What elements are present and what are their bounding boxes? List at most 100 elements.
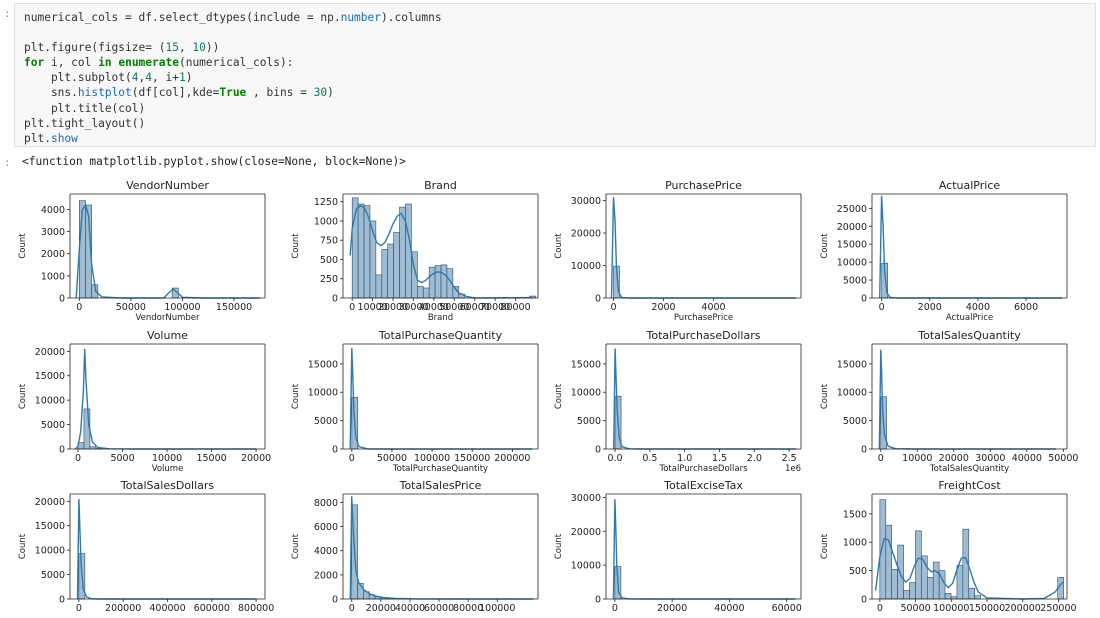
code-token: 4 — [131, 71, 139, 85]
y-axis-label: Count — [18, 233, 28, 259]
x-tick-label: 400000 — [149, 603, 185, 614]
histogram-bar — [422, 287, 430, 299]
x-tick-label: 30000 — [398, 302, 428, 313]
y-axis-label: Count — [554, 533, 564, 559]
y-axis-label: Count — [554, 233, 564, 259]
y-tick-label: 20000 — [571, 229, 601, 240]
code-token: ).columns — [381, 11, 442, 24]
histogram-bar — [357, 203, 365, 299]
histogram-subplot: 0 50000 100000 150000 200000 0 5000 10000 15000 T… — [291, 329, 539, 474]
kde-line — [612, 499, 796, 600]
y-tick-label: 0 — [861, 294, 867, 305]
histogram-subplot: 0 20000 40000 60000 0 10000 20000 30000 TotalExc… — [554, 479, 802, 614]
code-token: i, col — [44, 56, 99, 70]
subplot-title: Brand — [424, 179, 457, 192]
subplot-title: TotalPurchaseDollars — [646, 329, 761, 342]
x-tick-label: 2.0 — [747, 453, 762, 464]
x-tick-label: 4000 — [966, 302, 990, 313]
code-token: plt.figure(figsize= ( — [24, 41, 166, 55]
y-axis-label: Count — [820, 383, 830, 409]
y-tick-label: 5000 — [843, 276, 867, 287]
x-tick-label: 200000 — [1005, 603, 1041, 614]
x-tick-label: 40000 — [714, 603, 744, 614]
kde-line — [349, 204, 532, 299]
y-tick-label: 20000 — [35, 497, 65, 508]
y-tick-label: 15000 — [837, 240, 867, 251]
code-token: enumerate — [118, 56, 179, 70]
x-tick-label: 0 — [878, 453, 884, 464]
y-tick-label: 1250 — [314, 197, 338, 208]
code-line: numerical_cols = df.select_dtypes(includ… — [24, 10, 442, 25]
y-tick-label: 3000 — [41, 227, 65, 238]
x-axis-label: ActualPrice — [946, 313, 993, 323]
x-tick-label: 100000 — [414, 453, 450, 464]
histogram-bar — [897, 544, 904, 600]
x-tick-label: 40000 — [1012, 453, 1042, 464]
histogram-bar — [381, 249, 389, 299]
x-axis-label: VendorNumber — [135, 313, 200, 323]
histogram-subplot: 0 2000 4000 6000 0 5000 10000 15000 20000 25000 Ac… — [820, 179, 1068, 323]
cell-output-text: <function matplotlib.pyplot.show(close=N… — [22, 155, 406, 168]
code-token: , i+ — [152, 71, 179, 85]
y-tick-label: 15000 — [308, 359, 338, 370]
code-line: sns.histplot(df[col],kde=True , bins = 3… — [24, 85, 442, 100]
y-tick-label: 500 — [320, 255, 338, 266]
histogram-bar — [932, 561, 940, 600]
x-tick-label: 5000 — [110, 453, 134, 464]
x-tick-label: 1.5 — [712, 453, 727, 464]
code-token: sns. — [24, 86, 78, 100]
histogram-subplot: 0 50000 100000 150000 0 1000 2000 3000 4000 Vendo… — [18, 179, 266, 323]
code-token: (df[col],kde= — [131, 86, 220, 100]
y-tick-label: 5000 — [577, 416, 601, 427]
code-editor[interactable]: numerical_cols = df.select_dtypes(includ… — [24, 10, 442, 146]
x-tick-label: 20000 — [939, 453, 969, 464]
y-tick-label: 0 — [861, 595, 867, 606]
subplot-title: TotalSalesPrice — [399, 479, 482, 492]
code-token: 30 — [313, 86, 328, 100]
code-token: (numerical_cols): — [178, 56, 294, 70]
code-cell[interactable]: numerical_cols = df.select_dtypes(includ… — [14, 3, 1096, 147]
x-tick-label: 0.5 — [642, 453, 657, 464]
code-token: 4 — [145, 71, 153, 85]
y-axis-label: Count — [291, 233, 301, 259]
y-tick-label: 10000 — [571, 561, 601, 572]
x-tick-label: 0 — [610, 302, 616, 313]
y-tick-label: 2000 — [41, 249, 65, 260]
x-tick-label: 50000 — [1048, 453, 1078, 464]
x-tick-label: 0 — [75, 453, 81, 464]
y-tick-label: 0 — [332, 595, 338, 606]
y-tick-label: 20000 — [571, 527, 601, 538]
histogram-bar — [891, 569, 898, 600]
y-tick-label: 10000 — [308, 388, 338, 399]
histogram-bar — [956, 565, 964, 600]
histogram-subplot: 0 50000 100000 150000 200000 250000 0 500 1000 15… — [820, 479, 1077, 614]
x-tick-label: 0.0 — [607, 453, 622, 464]
y-axis-label: Count — [820, 233, 830, 259]
subplot-title: TotalExciseTax — [663, 479, 743, 492]
x-tick-label: 100000 — [164, 302, 200, 313]
y-axis-label: Count — [18, 383, 28, 409]
histogram-subplot: 0 100002000030000400005000060000700008000… — [291, 179, 539, 323]
x-tick-label: 150000 — [454, 453, 490, 464]
y-tick-label: 4000 — [41, 205, 65, 216]
y-tick-label: 15000 — [571, 359, 601, 370]
y-tick-label: 5000 — [41, 570, 65, 581]
x-tick-label: 800000 — [238, 603, 274, 614]
x-tick-label: 20000 — [657, 603, 687, 614]
x-axis-label: TotalPurchaseQuantity — [392, 464, 488, 474]
y-tick-label: 25000 — [837, 204, 867, 215]
output-prompt-marker: : — [4, 156, 11, 169]
kde-line — [349, 347, 533, 450]
x-tick-label: 2.5 — [782, 453, 797, 464]
y-tick-label: 5000 — [41, 420, 65, 431]
x-tick-label: 1.0 — [677, 453, 692, 464]
code-token: ) — [327, 86, 334, 100]
histogram-bar — [393, 232, 400, 299]
kde-line — [613, 348, 797, 450]
y-tick-label: 10000 — [571, 388, 601, 399]
y-tick-label: 0 — [595, 595, 601, 606]
histogram-subplot: 0 5000 10000 15000 20000 0 5000 10000 15000 20000… — [18, 329, 271, 474]
x-tick-label: 50000 — [377, 453, 407, 464]
histogram-subplot: 0 10000 20000 30000 40000 50000 0 5000 10000 1500… — [820, 329, 1078, 474]
code-line: plt.show — [24, 131, 442, 146]
